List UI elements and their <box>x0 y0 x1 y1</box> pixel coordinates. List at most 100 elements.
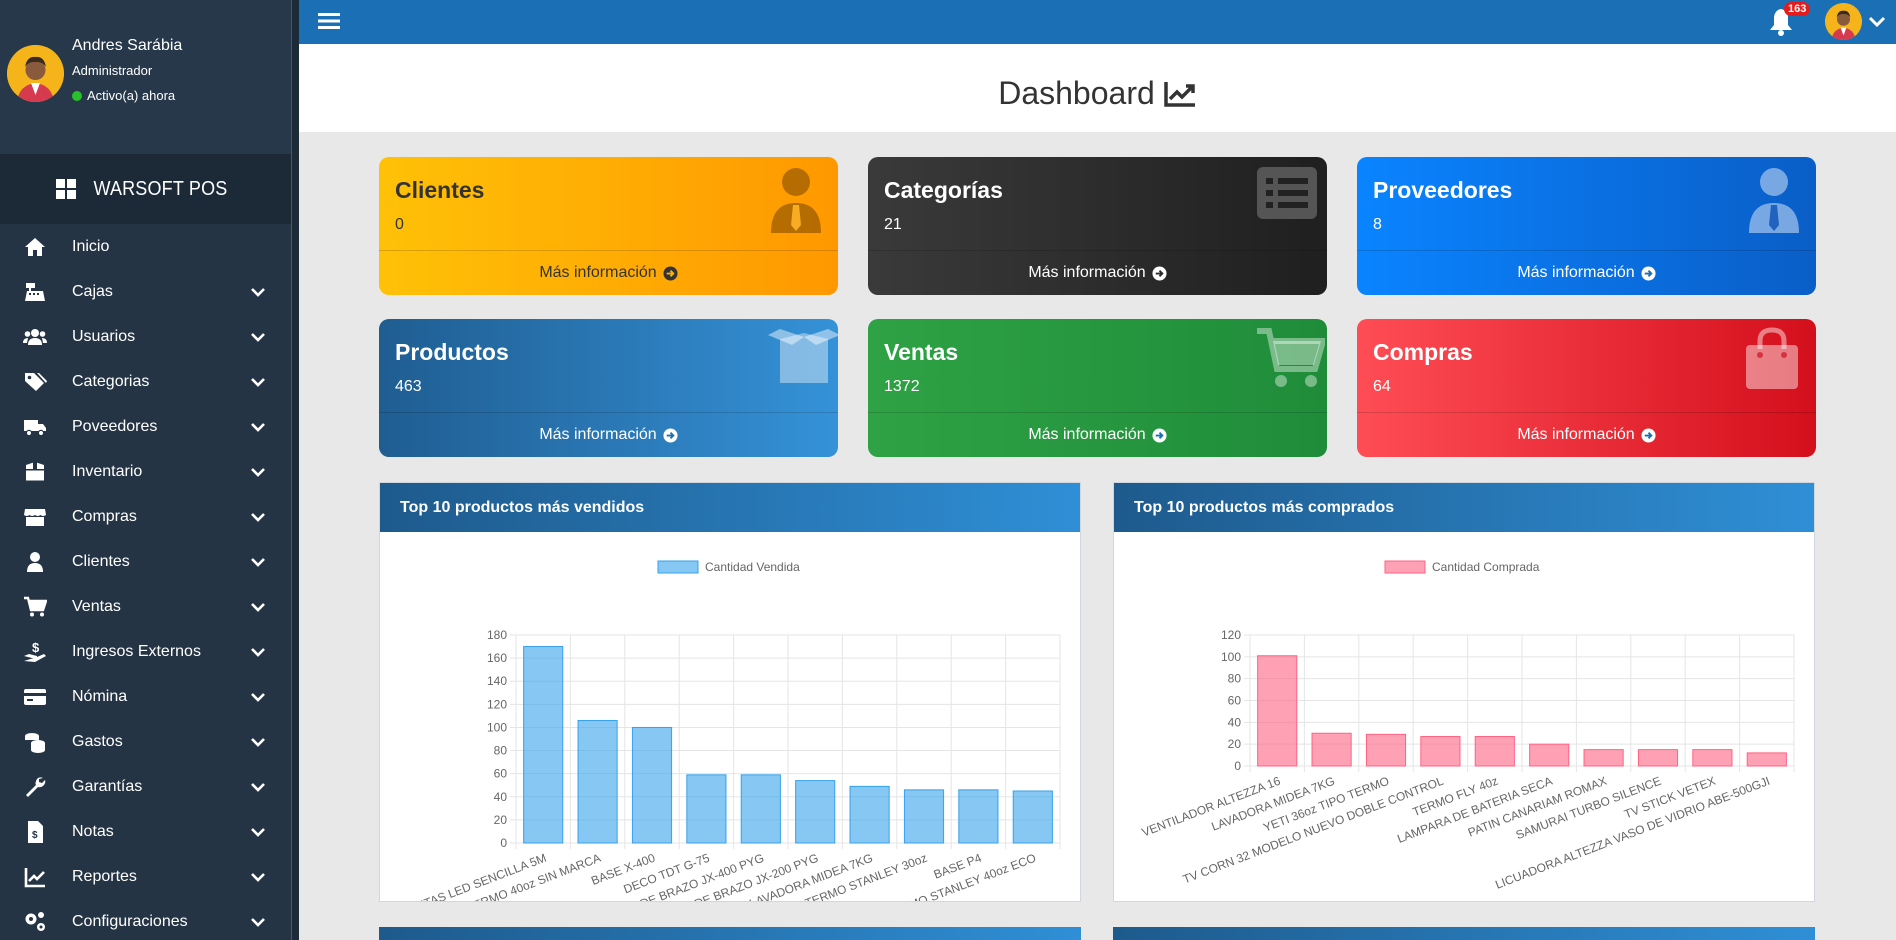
sidebar-item-poveedores[interactable]: Poveedores <box>0 404 291 449</box>
y-tick-label: 40 <box>494 790 508 804</box>
sidebar-item-nómina[interactable]: Nómina <box>0 674 291 719</box>
stat-box-title: Clientes <box>395 177 485 203</box>
card-icon <box>22 684 48 710</box>
hamburger-menu-icon[interactable] <box>318 10 340 32</box>
box-open-icon <box>766 327 838 395</box>
user-status-label: Activo(a) ahora <box>87 88 176 103</box>
sidebar: Andres Sarábia Administrador Activo(a) a… <box>0 0 291 940</box>
chevron-down-icon <box>250 824 266 840</box>
sidebar-item-gastos[interactable]: Gastos <box>0 719 291 764</box>
more-info-label: Más información <box>1517 426 1635 443</box>
user-name: Andres Sarábia <box>72 37 183 54</box>
stat-box-value: 1372 <box>884 378 920 395</box>
sidebar-item-label: Clientes <box>72 552 130 570</box>
y-tick-label: 180 <box>487 628 507 642</box>
more-info-label: Más información <box>539 264 657 281</box>
sidebar-item-inventario[interactable]: Inventario <box>0 449 291 494</box>
stat-box-title: Ventas <box>884 339 959 365</box>
more-info-link[interactable]: Más información <box>868 250 1327 295</box>
panel-title: Top 10 productos más comprados <box>1114 483 1814 532</box>
windows-icon <box>56 179 77 199</box>
user-panel: Andres Sarábia Administrador Activo(a) a… <box>0 0 291 154</box>
more-info-link[interactable]: Más información <box>379 412 838 457</box>
users-icon <box>22 324 48 350</box>
stat-box-value: 21 <box>884 216 902 233</box>
sidebar-item-label: Categorias <box>72 372 150 390</box>
chevron-down-icon <box>250 914 266 930</box>
page-header: Dashboard <box>299 44 1896 132</box>
bar <box>1692 749 1733 767</box>
stat-box-value: 8 <box>1373 216 1382 233</box>
sidebar-item-categorias[interactable]: Categorias <box>0 359 291 404</box>
sidebar-item-clientes[interactable]: Clientes <box>0 539 291 584</box>
more-info-link[interactable]: Más información <box>379 250 838 295</box>
x-tick-label: CINTAS LED SENCILLA 5M <box>403 851 549 901</box>
sidebar-item-compras[interactable]: Compras <box>0 494 291 539</box>
more-info-label: Más información <box>1517 264 1635 281</box>
more-info-link[interactable]: Más información <box>1357 250 1816 295</box>
chart-line-icon <box>22 864 48 890</box>
box-icon <box>22 459 48 485</box>
sidebar-item-ventas[interactable]: Ventas <box>0 584 291 629</box>
sidebar-item-label: Notas <box>72 822 114 840</box>
more-info-link[interactable]: Más información <box>1357 412 1816 457</box>
more-info-label: Más información <box>1028 426 1146 443</box>
sidebar-item-configuraciones[interactable]: Configuraciones <box>0 899 291 940</box>
chart-line-icon <box>1164 81 1195 107</box>
arrow-circle-right-icon <box>1641 427 1656 443</box>
y-tick-label: 120 <box>1221 628 1241 642</box>
y-tick-label: 140 <box>487 674 507 688</box>
sidebar-item-notas[interactable]: $ Notas <box>0 809 291 854</box>
arrow-circle-right-icon <box>1152 427 1167 443</box>
stat-box-title: Compras <box>1373 339 1473 365</box>
y-tick-label: 80 <box>494 744 508 758</box>
sidebar-scrollbar[interactable] <box>291 0 299 940</box>
sidebar-item-label: Cajas <box>72 282 113 300</box>
chart-panel-bought: Top 10 productos más comprados Cantidad … <box>1113 482 1815 902</box>
brand[interactable]: WARSOFT POS <box>0 154 291 224</box>
chevron-down-icon <box>250 464 266 480</box>
chevron-down-icon <box>250 509 266 525</box>
home-icon <box>22 234 48 260</box>
sidebar-item-label: Inventario <box>72 462 143 480</box>
stat-box-categor-as: Categorías 21 Más información <box>868 157 1327 295</box>
stat-box-productos: Productos 463 Más información <box>379 319 838 457</box>
user-avatar-button[interactable] <box>1825 3 1862 40</box>
bar-chart-sold: Cantidad Vendida 0 20 40 60 80 100 120 140 160 180… <box>403 560 1061 924</box>
user-icon <box>22 549 48 575</box>
y-tick-label: 60 <box>494 767 508 781</box>
user-role: Administrador <box>72 63 153 78</box>
bar <box>849 785 890 844</box>
arrow-circle-right-icon <box>663 427 678 443</box>
sidebar-item-label: Inicio <box>72 237 110 255</box>
more-info-label: Más información <box>1028 264 1146 281</box>
y-tick-label: 120 <box>487 697 507 711</box>
sidebar-item-usuarios[interactable]: Usuarios <box>0 314 291 359</box>
bar <box>1746 752 1787 767</box>
more-info-link[interactable]: Más información <box>868 412 1327 457</box>
hand-dollar-icon: $ <box>22 639 48 665</box>
bar <box>523 646 564 844</box>
store-icon <box>22 504 48 530</box>
wrench-icon <box>22 774 48 800</box>
sidebar-item-ingresos-externos[interactable]: $ Ingresos Externos <box>0 629 291 674</box>
sidebar-item-label: Configuraciones <box>72 912 188 930</box>
arrow-circle-right-icon <box>1641 265 1656 281</box>
chevron-down-icon <box>250 869 266 885</box>
sidebar-item-garantías[interactable]: Garantías <box>0 764 291 809</box>
stat-box-value: 0 <box>395 216 404 233</box>
y-tick-label: 40 <box>1228 715 1242 729</box>
chevron-down-icon <box>250 644 266 660</box>
sidebar-item-reportes[interactable]: Reportes <box>0 854 291 899</box>
bar <box>795 780 836 844</box>
sidebar-item-label: Reportes <box>72 867 137 885</box>
sidebar-item-cajas[interactable]: Cajas <box>0 269 291 314</box>
y-tick-label: 160 <box>487 651 507 665</box>
chevron-down-icon[interactable] <box>1868 13 1886 31</box>
sidebar-item-inicio[interactable]: Inicio <box>0 224 291 269</box>
bar <box>1420 736 1461 767</box>
chevron-down-icon <box>250 734 266 750</box>
panel-header-next <box>379 927 1081 940</box>
panel-header-next <box>1113 927 1815 940</box>
online-status-dot <box>72 90 82 101</box>
